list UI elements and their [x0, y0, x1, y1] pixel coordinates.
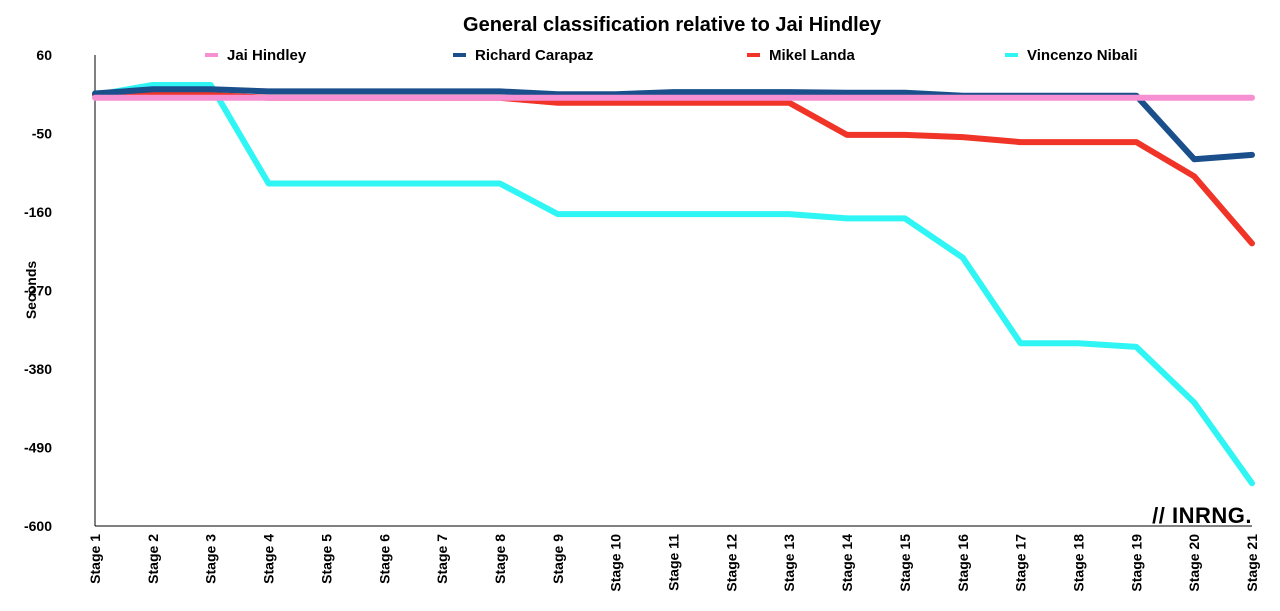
- x-axis-ticks: Stage 1 Stage 2 Stage 3 Stage 4 Stage 5 Stage…: [87, 534, 1260, 592]
- legend-item-mikel-landa: Mikel Landa: [747, 47, 856, 64]
- x-tick-label: Stage 12: [723, 534, 739, 592]
- x-tick-label: Stage 5: [318, 534, 334, 584]
- x-tick-label: Stage 18: [1070, 534, 1086, 592]
- y-tick-label: -600: [24, 518, 52, 534]
- y-tick-label: -490: [24, 440, 52, 456]
- x-tick-label: Stage 13: [781, 534, 797, 592]
- legend-label: Vincenzo Nibali: [1027, 47, 1138, 64]
- y-tick-label: 60: [36, 47, 52, 63]
- series-line-mikel-landa: [92, 92, 1255, 247]
- legend-item-jai-hindley: Jai Hindley: [205, 47, 307, 64]
- x-tick-label: Stage 21: [1244, 534, 1260, 592]
- y-tick-label: -380: [24, 361, 52, 377]
- chart-title: General classification relative to Jai H…: [463, 14, 882, 36]
- legend-item-vincenzo-nibali: Vincenzo Nibali: [1005, 47, 1138, 64]
- x-tick-label: Stage 20: [1186, 534, 1202, 592]
- x-tick-label: Stage 17: [1013, 534, 1029, 592]
- x-tick-label: Stage 14: [839, 534, 855, 592]
- y-axis-ticks: 60 -50 -160 -270 -380 -490 -600: [24, 47, 52, 534]
- y-tick-label: -50: [32, 126, 52, 142]
- x-tick-label: Stage 8: [492, 534, 508, 584]
- x-tick-label: Stage 16: [955, 534, 971, 592]
- x-tick-label: Stage 11: [666, 534, 682, 591]
- x-tick-label: Stage 4: [261, 534, 277, 584]
- x-tick-label: Stage 9: [550, 534, 566, 584]
- legend-label: Jai Hindley: [227, 47, 307, 64]
- legend: Jai Hindley Richard Carapaz Mikel Landa Vin…: [205, 47, 1138, 64]
- x-tick-label: Stage 15: [897, 534, 913, 592]
- x-tick-label: Stage 3: [203, 534, 219, 584]
- x-tick-label: Stage 1: [87, 534, 103, 584]
- x-tick-label: Stage 7: [434, 534, 450, 584]
- x-tick-label: Stage 6: [376, 534, 392, 584]
- inrng-watermark: // INRNG.: [1152, 503, 1252, 528]
- legend-label: Richard Carapaz: [475, 47, 593, 64]
- series-lines: [92, 82, 1255, 487]
- legend-item-richard-carapaz: Richard Carapaz: [453, 47, 593, 64]
- x-tick-label: Stage 10: [608, 534, 624, 592]
- y-tick-label: -270: [24, 283, 52, 299]
- axes: [94, 55, 1252, 527]
- y-tick-label: -160: [24, 204, 52, 220]
- x-tick-label: Stage 19: [1128, 534, 1144, 592]
- x-tick-label: Stage 2: [145, 534, 161, 584]
- series-line-vincenzo-nibali: [92, 82, 1255, 487]
- legend-label: Mikel Landa: [769, 47, 856, 64]
- y-axis-label: Seconds: [23, 261, 39, 320]
